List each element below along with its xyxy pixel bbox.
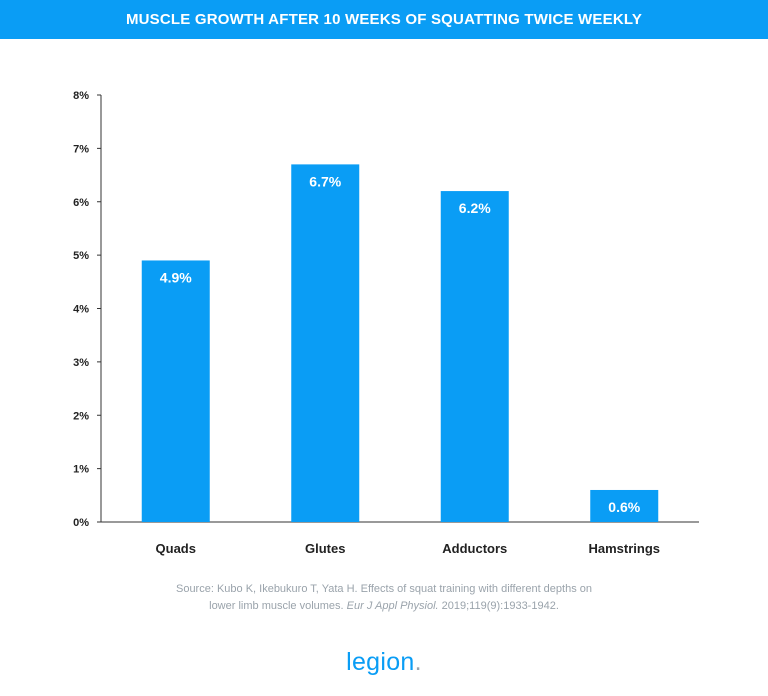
bar-value-label: 0.6% [608, 499, 640, 515]
x-tick-label: Quads [156, 541, 196, 556]
source-citation: Source: Kubo K, Ikebukuro T, Yata H. Eff… [0, 581, 768, 615]
bar [440, 191, 509, 522]
chart-header: MUSCLE GROWTH AFTER 10 WEEKS OF SQUATTIN… [0, 0, 768, 39]
source-line-2-prefix: lower limb muscle volumes. [209, 600, 347, 612]
source-line-1: Source: Kubo K, Ikebukuro T, Yata H. Eff… [175, 583, 592, 595]
y-tick-label: 2% [73, 410, 89, 422]
bar-value-label: 6.2% [459, 200, 491, 216]
source-line-2: lower limb muscle volumes. Eur J Appl Ph… [0, 598, 768, 615]
bar [590, 489, 659, 522]
bar-chart: 0% 1% 2% 3% 4% 5% 6% 7% 8% 4.9% Quads 6.7% Glutes 6.2… [73, 90, 699, 556]
bar [141, 260, 210, 522]
x-tick-label: Adductors [442, 541, 507, 556]
bar-value-label: 4.9% [160, 269, 192, 285]
y-tick-label: 0% [73, 517, 89, 529]
y-tick-label: 5% [73, 250, 89, 262]
chart-title: MUSCLE GROWTH AFTER 10 WEEKS OF SQUATTIN… [125, 11, 643, 28]
source-line-2-suffix: 2019;119(9):1933-1942. [438, 600, 559, 612]
logo-dot: . [414, 648, 422, 676]
logo-text: legion [346, 648, 415, 676]
y-tick-label: 7% [73, 143, 89, 155]
y-tick-label: 8% [73, 90, 89, 102]
y-tick-label: 6% [73, 197, 89, 209]
bar [291, 164, 360, 522]
legion-logo[interactable]: legion. [0, 648, 768, 677]
bar-value-label: 6.7% [309, 173, 341, 189]
y-tick-label: 1% [73, 464, 89, 476]
source-journal: Eur J Appl Physiol. [346, 600, 439, 612]
y-tick-label: 3% [73, 357, 89, 369]
y-tick-label: 4% [73, 304, 89, 316]
x-tick-label: Glutes [305, 541, 345, 556]
x-tick-label: Hamstrings [588, 541, 660, 556]
